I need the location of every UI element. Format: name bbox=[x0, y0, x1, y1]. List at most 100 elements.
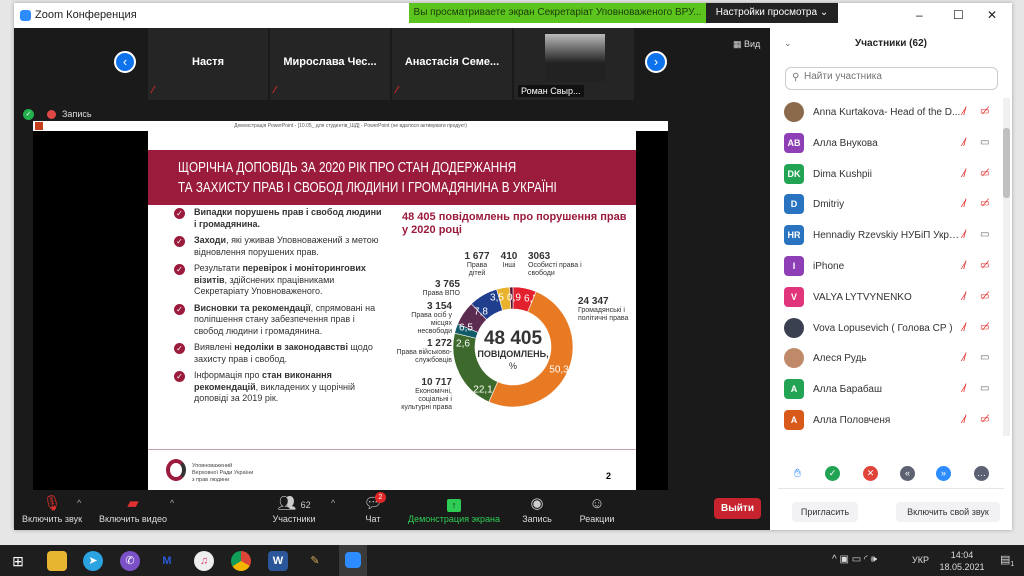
scrollbar[interactable] bbox=[1003, 98, 1010, 436]
video-off-icon[interactable]: ▭̸ bbox=[980, 106, 990, 117]
divider bbox=[148, 449, 636, 450]
participant-row[interactable]: DK Dima Kushpii ⁄̸ ▭̸ bbox=[784, 160, 1004, 190]
video-tile[interactable]: Настя ⁄ bbox=[148, 28, 268, 100]
malwarebytes-icon[interactable]: M bbox=[162, 555, 172, 567]
chat-badge: 2 bbox=[375, 492, 386, 503]
bullet-text: , спрямовані на поліпшення стану забезпе… bbox=[194, 302, 376, 336]
view-settings-button[interactable]: Настройки просмотра ⌄ bbox=[706, 3, 838, 23]
screen-share-banner: Вы просматриваете экран Секретаріат Упов… bbox=[409, 3, 706, 23]
chrome-icon[interactable] bbox=[231, 551, 251, 571]
itunes-icon[interactable]: ♫ bbox=[194, 551, 214, 571]
meeting-stage: ‹ Настя ⁄ Мирослава Чес... ⁄ Анастасія Сем… bbox=[14, 28, 770, 530]
mic-muted-icon[interactable]: ⁄̸ bbox=[963, 414, 965, 426]
slice-percent-label: 50,3 bbox=[549, 365, 569, 376]
video-icon[interactable]: ▭ bbox=[980, 383, 990, 395]
zoom-taskbar-icon[interactable] bbox=[339, 545, 367, 576]
share-screen-button[interactable]: ↑ Демонстрация экрана bbox=[400, 494, 508, 524]
paint-icon[interactable]: ✎ bbox=[310, 555, 320, 567]
yes-icon[interactable]: ✓ bbox=[825, 466, 840, 481]
invite-button[interactable]: Пригласить bbox=[792, 502, 858, 522]
go-faster-icon[interactable]: » bbox=[936, 466, 951, 481]
chat-button[interactable]: 💬︎ Чат 2 bbox=[358, 492, 388, 524]
windows-start-icon[interactable]: ⊞ bbox=[12, 553, 24, 569]
check-icon: ✓ bbox=[174, 208, 185, 219]
participants-button[interactable]: 👥︎ 62 Участники bbox=[268, 494, 320, 524]
video-tile[interactable]: Мирослава Чес... ⁄ bbox=[270, 28, 390, 100]
view-button[interactable]: ▦ Вид bbox=[733, 39, 761, 49]
donut-slice bbox=[488, 291, 574, 408]
video-options-caret[interactable]: ^ bbox=[170, 498, 175, 508]
search-input[interactable] bbox=[804, 71, 989, 82]
scrollbar-thumb[interactable] bbox=[1003, 128, 1010, 198]
more-icon[interactable]: … bbox=[974, 466, 989, 481]
reactions-button[interactable]: ☺ Реакции bbox=[574, 494, 620, 524]
participant-row[interactable]: HR Hennadiy Rzevskiy НУБіП Украї... ⁄̸ ▭ bbox=[784, 221, 1004, 251]
search-participants[interactable]: ⚲ bbox=[785, 67, 998, 90]
bullet-item: ✓ Заходи, які уживав Уповноважений з мето… bbox=[174, 235, 386, 258]
file-explorer-icon[interactable] bbox=[47, 551, 67, 571]
slice-label: 10 717 Економічні, соціальні і культурні … bbox=[396, 377, 452, 412]
close-button[interactable]: ✕ bbox=[987, 8, 998, 22]
notifications-icon[interactable]: ▤1 bbox=[1000, 554, 1015, 569]
record-button[interactable]: ◉ Запись bbox=[517, 494, 557, 524]
clock[interactable]: 14:04 18.05.2021 bbox=[938, 549, 986, 573]
video-off-icon[interactable]: ▭̸ bbox=[980, 321, 990, 333]
video-icon[interactable]: ▭ bbox=[980, 136, 990, 148]
mic-muted-icon[interactable]: ⁄̸ bbox=[963, 321, 965, 334]
video-icon[interactable]: ▭ bbox=[980, 352, 990, 364]
mic-muted-icon[interactable]: ⁄̸ bbox=[963, 229, 965, 242]
avatar: A bbox=[784, 410, 804, 430]
participant-row[interactable]: D Dmitriy ⁄̸ ▭̸ bbox=[784, 190, 1004, 220]
mic-muted-icon[interactable]: ⁄̸ bbox=[963, 106, 965, 118]
video-off-icon[interactable]: ▭̸ bbox=[980, 290, 990, 302]
mic-muted-icon[interactable]: ⁄̸ bbox=[963, 198, 965, 211]
raise-hand-icon[interactable]: ✋︎ bbox=[794, 466, 801, 480]
video-tile[interactable]: Анастасія Семе... ⁄ bbox=[392, 28, 512, 100]
mic-muted-icon[interactable]: ⁄̸ bbox=[963, 290, 965, 303]
audio-options-caret[interactable]: ^ bbox=[77, 498, 82, 508]
unmute-button[interactable]: 🎙︎ Включить звук bbox=[18, 494, 86, 524]
security-shield-icon[interactable]: ✓ bbox=[23, 109, 34, 120]
slide-title-line: ТА ЗАХИСТУ ПРАВ І СВОБОД ЛЮДИНИ І ГРОМАД… bbox=[178, 179, 557, 196]
next-page-button[interactable]: › bbox=[645, 51, 667, 73]
participants-options-caret[interactable]: ^ bbox=[331, 498, 336, 508]
video-off-icon[interactable]: ▭̸ bbox=[980, 414, 990, 425]
start-video-button[interactable]: ▰ Включить видео bbox=[96, 494, 170, 524]
avatar bbox=[784, 102, 804, 122]
maximize-button[interactable]: ☐ bbox=[953, 8, 964, 22]
video-off-icon[interactable]: ▭̸ bbox=[980, 260, 990, 271]
participant-row[interactable]: A Алла Барабаш ⁄̸ ▭ bbox=[784, 375, 1004, 405]
video-off-icon[interactable]: ▭̸ bbox=[980, 167, 990, 179]
mic-muted-icon[interactable]: ⁄̸ bbox=[963, 383, 965, 396]
video-tile[interactable]: Роман Свыр... bbox=[514, 28, 634, 100]
no-icon[interactable]: ✕ bbox=[863, 466, 878, 481]
collapse-chevron-icon[interactable]: ⌄ bbox=[784, 38, 792, 48]
notification-count: 1 bbox=[1010, 561, 1015, 569]
participant-row[interactable]: Anna Kurtakova- Head of the D... ⁄̸ ▭̸ bbox=[784, 98, 1004, 128]
participant-row[interactable]: AB Алла Внукова ⁄̸ ▭ bbox=[784, 129, 1004, 159]
participant-row[interactable]: V VALYA LYTVYNENKO ⁄̸ ▭̸ bbox=[784, 283, 1004, 313]
video-off-icon: ▰ bbox=[127, 495, 139, 512]
unmute-self-button[interactable]: Включить свой звук bbox=[896, 502, 1000, 522]
reactions-icon: ☺ bbox=[589, 495, 605, 512]
video-icon[interactable]: ▭ bbox=[980, 229, 990, 241]
system-tray-icons[interactable]: ^ ▣ ▭ ◜ 🕪︎ bbox=[832, 554, 877, 565]
mic-muted-icon[interactable]: ⁄̸ bbox=[963, 136, 965, 149]
telegram-icon[interactable]: ➤ bbox=[83, 551, 103, 571]
video-off-icon[interactable]: ▭̸ bbox=[980, 198, 990, 210]
viber-icon[interactable]: ✆ bbox=[120, 551, 140, 571]
leave-button[interactable]: Выйти bbox=[714, 498, 761, 519]
word-icon[interactable]: W bbox=[268, 551, 288, 571]
mic-muted-icon[interactable]: ⁄̸ bbox=[963, 260, 965, 272]
language-indicator[interactable]: УКР bbox=[912, 555, 929, 565]
go-slower-icon[interactable]: « bbox=[900, 466, 915, 481]
minimize-button[interactable]: – bbox=[916, 8, 923, 22]
mic-muted-icon[interactable]: ⁄̸ bbox=[963, 167, 965, 180]
participant-row[interactable]: Vova Lopusevich ( Голова СР ) ⁄̸ ▭̸ bbox=[784, 314, 1004, 344]
bullet-bold-text: Висновки та рекомендації bbox=[194, 302, 311, 313]
mic-muted-icon[interactable]: ⁄̸ bbox=[963, 352, 965, 365]
participant-row[interactable]: A Алла Половченя ⁄̸ ▭̸ bbox=[784, 406, 1004, 436]
prev-page-button[interactable]: ‹ bbox=[114, 51, 136, 73]
participant-row[interactable]: Алеся Рудь ⁄̸ ▭ bbox=[784, 344, 1004, 374]
